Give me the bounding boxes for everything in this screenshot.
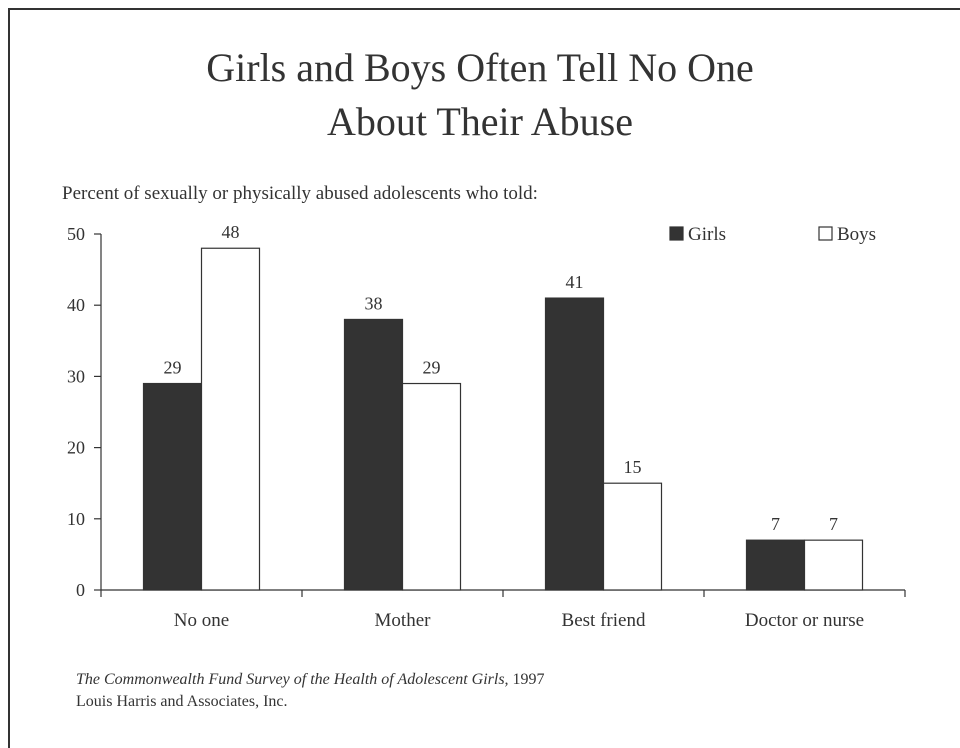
y-tick-label: 20 [67, 438, 85, 458]
x-category-label: No one [174, 610, 229, 631]
data-label-boys: 15 [624, 457, 642, 477]
data-label-boys: 7 [829, 514, 838, 534]
legend-label-boys: Boys [837, 224, 876, 245]
data-label-girls: 41 [566, 272, 584, 292]
source-year: 1997 [508, 671, 545, 688]
data-label-boys: 48 [222, 222, 240, 242]
bar-boys-no-one [200, 247, 261, 591]
chart-title-line-2: About Their Abuse [327, 99, 633, 144]
y-tick-label: 0 [76, 580, 85, 600]
data-label-girls: 29 [164, 358, 182, 378]
bar-boys-best-friend [602, 482, 663, 591]
source-line-2: Louis Harris and Associates, Inc. [76, 693, 288, 710]
slide-frame [8, 8, 960, 748]
bar-girls-mother [343, 318, 404, 591]
y-tick-label: 40 [67, 295, 85, 315]
source-line-1: The Commonwealth Fund Survey of the Heal… [76, 671, 545, 689]
bar-boys-doctor-or-nurse [803, 539, 864, 591]
bar-girls-doctor-or-nurse [745, 539, 806, 591]
chart-title-line-1: Girls and Boys Often Tell No One [206, 45, 754, 90]
x-category-label: Doctor or nurse [745, 610, 864, 631]
legend-swatch-girls [669, 226, 684, 241]
bar-girls-no-one [142, 382, 203, 591]
chart-subtitle: Percent of sexually or physically abused… [62, 183, 538, 204]
source-survey-name: The Commonwealth Fund Survey of the Heal… [76, 671, 509, 688]
bar-girls-best-friend [544, 297, 605, 591]
x-category-label: Mother [375, 610, 432, 631]
data-label-boys: 29 [423, 358, 441, 378]
legend-label-girls: Girls [688, 224, 726, 245]
x-category-label: Best friend [562, 610, 646, 631]
y-tick-label: 10 [67, 509, 85, 529]
data-label-girls: 7 [771, 514, 780, 534]
legend-swatch-boys [818, 226, 833, 241]
y-tick-label: 50 [67, 224, 85, 244]
y-tick-label: 30 [67, 366, 85, 386]
data-label-girls: 38 [365, 293, 383, 313]
bar-boys-mother [401, 382, 462, 591]
bar-chart: 0 10 20 30 40 50 29 48 No one 38 29 Mother 41 15 Best … [67, 222, 906, 631]
